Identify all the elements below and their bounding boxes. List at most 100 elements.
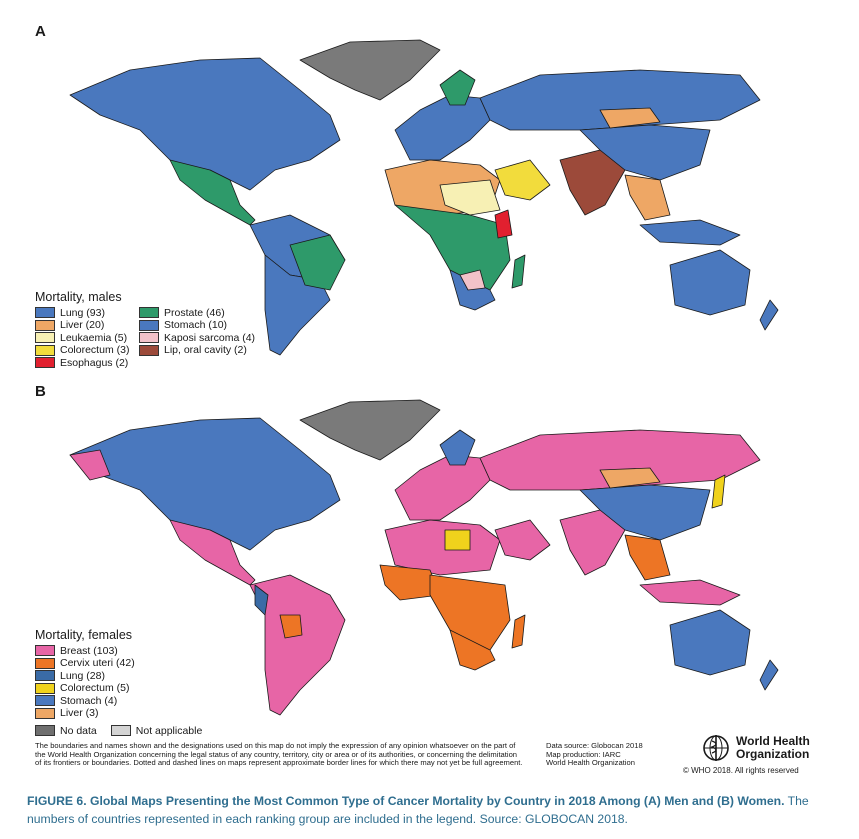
legend-label: Leukaemia (5) [60,331,128,344]
legend-item: Lung (28) [35,670,145,682]
mongolia [599,107,661,129]
mexico [169,519,256,586]
europe [394,454,491,521]
arabia [494,519,551,561]
scandinavia [439,69,476,106]
caption-body: The numbers of countries represented in … [27,794,809,826]
legend-swatch [35,670,55,682]
china [579,484,711,541]
panel-a-letter: A [35,23,46,40]
legend-label: Liver (20) [60,319,105,332]
map-females [69,399,779,716]
legend-item: Stomach (10) [139,319,279,332]
legend-item: Liver (3) [35,707,145,720]
copyright: © WHO 2018. All rights reserved [683,766,799,775]
legend-swatch [35,695,55,707]
legend-swatch [35,357,55,369]
north-america [69,57,341,191]
south-america [249,574,346,716]
who-name-line: World Health [736,734,810,749]
legend-item: Not applicable [110,724,203,737]
who-logo: World Health Organization [700,733,810,763]
legend-swatch [35,332,55,344]
source-line: Map production: IARC [546,749,621,759]
legend-item: Colorectum (5) [35,682,145,695]
central-africa [394,204,511,296]
greenland [299,399,441,461]
arabia [494,159,551,201]
west-africa [379,564,441,601]
legend-extra: No data Not applicable [35,725,202,737]
japan [711,474,726,509]
legend-item: Esophagus (2) [35,357,135,369]
legend-title: Mortality, males [35,290,122,304]
legend-label: Lip, oral cavity (2) [164,344,247,357]
australia [669,609,751,676]
legend-item: Prostate (46) [139,307,279,319]
legend-swatch [35,657,55,669]
indonesia [639,579,741,606]
legend-label: Colorectum (5) [60,682,130,695]
north-africa [384,519,501,576]
legend-swatch [35,682,55,694]
caption-title: FIGURE 6. Global Maps Presenting the Mos… [27,794,785,808]
legend-label: Lung (93) [60,306,105,319]
legend-swatch [110,725,131,737]
legend-swatch [35,725,55,737]
andes [254,584,269,616]
legend-grid: Breast (103) Cervix uteri (42) Lung (28) Co… [35,645,202,719]
australia [669,249,751,316]
disclaimer: The boundaries and names shown and the d… [35,741,523,768]
legend-label: Liver (3) [60,707,99,720]
southern-africa [449,629,496,671]
legend-females: Mortality, females Breast (103) Cervix ut… [35,628,202,737]
se-asia [624,174,671,221]
figure-caption: FIGURE 6. Global Maps Presenting the Mos… [27,793,832,828]
legend-swatch [139,332,159,344]
legend-item: Lip, oral cavity (2) [139,344,279,357]
legend-label: Stomach (10) [164,319,228,332]
legend-item: Kaposi sarcoma (4) [139,332,279,344]
legend-title: Mortality, females [35,628,133,642]
legend-item: No data [35,725,97,737]
legend-swatch [139,344,159,356]
mongolia [599,467,661,489]
legend-swatch [139,319,159,331]
map-males [69,39,779,356]
se-asia [624,534,671,581]
legend-label: Not applicable [135,724,203,737]
europe [394,94,491,161]
legend-item: Cervix uteri (42) [35,657,145,669]
madagascar [511,254,526,289]
legend-item: Lung (93) [35,307,135,319]
legend-item: Breast (103) [35,645,145,657]
source-line: Data source: Globocan 2018 [546,741,643,750]
sahel [439,179,501,216]
legend-label: Lung (28) [60,669,105,682]
legend-swatch [35,707,55,719]
legend-swatch [35,645,55,657]
bolivia [279,614,303,639]
source-line: World Health Organization [546,758,635,768]
russia [479,69,761,131]
who-emblem-icon [703,735,729,761]
legend-swatch [35,307,55,319]
legend-item: Leukaemia (5) [35,332,135,344]
brazil [289,234,346,291]
north-america [69,417,341,551]
indonesia [639,219,741,246]
madagascar [511,614,526,649]
who-name: World Health Organization [736,735,810,760]
legend-grid: Lung (93) Prostate (46) Liver (20) Stomach … [35,307,279,369]
legend-item: Liver (20) [35,319,135,332]
legend-swatch [35,319,55,331]
legend-swatch [35,344,55,356]
legend-label: Kaposi sarcoma (4) [164,331,256,344]
legend-label: No data [60,724,97,737]
scandinavia [439,429,476,466]
data-source: Data source: Globocan 2018 Map productio… [546,741,643,768]
legend-item: Colorectum (3) [35,344,135,356]
legend-item: Stomach (4) [35,695,145,707]
mexico [169,159,256,226]
legend-males: Mortality, males Lung (93) Prostate (46) L… [35,290,279,369]
